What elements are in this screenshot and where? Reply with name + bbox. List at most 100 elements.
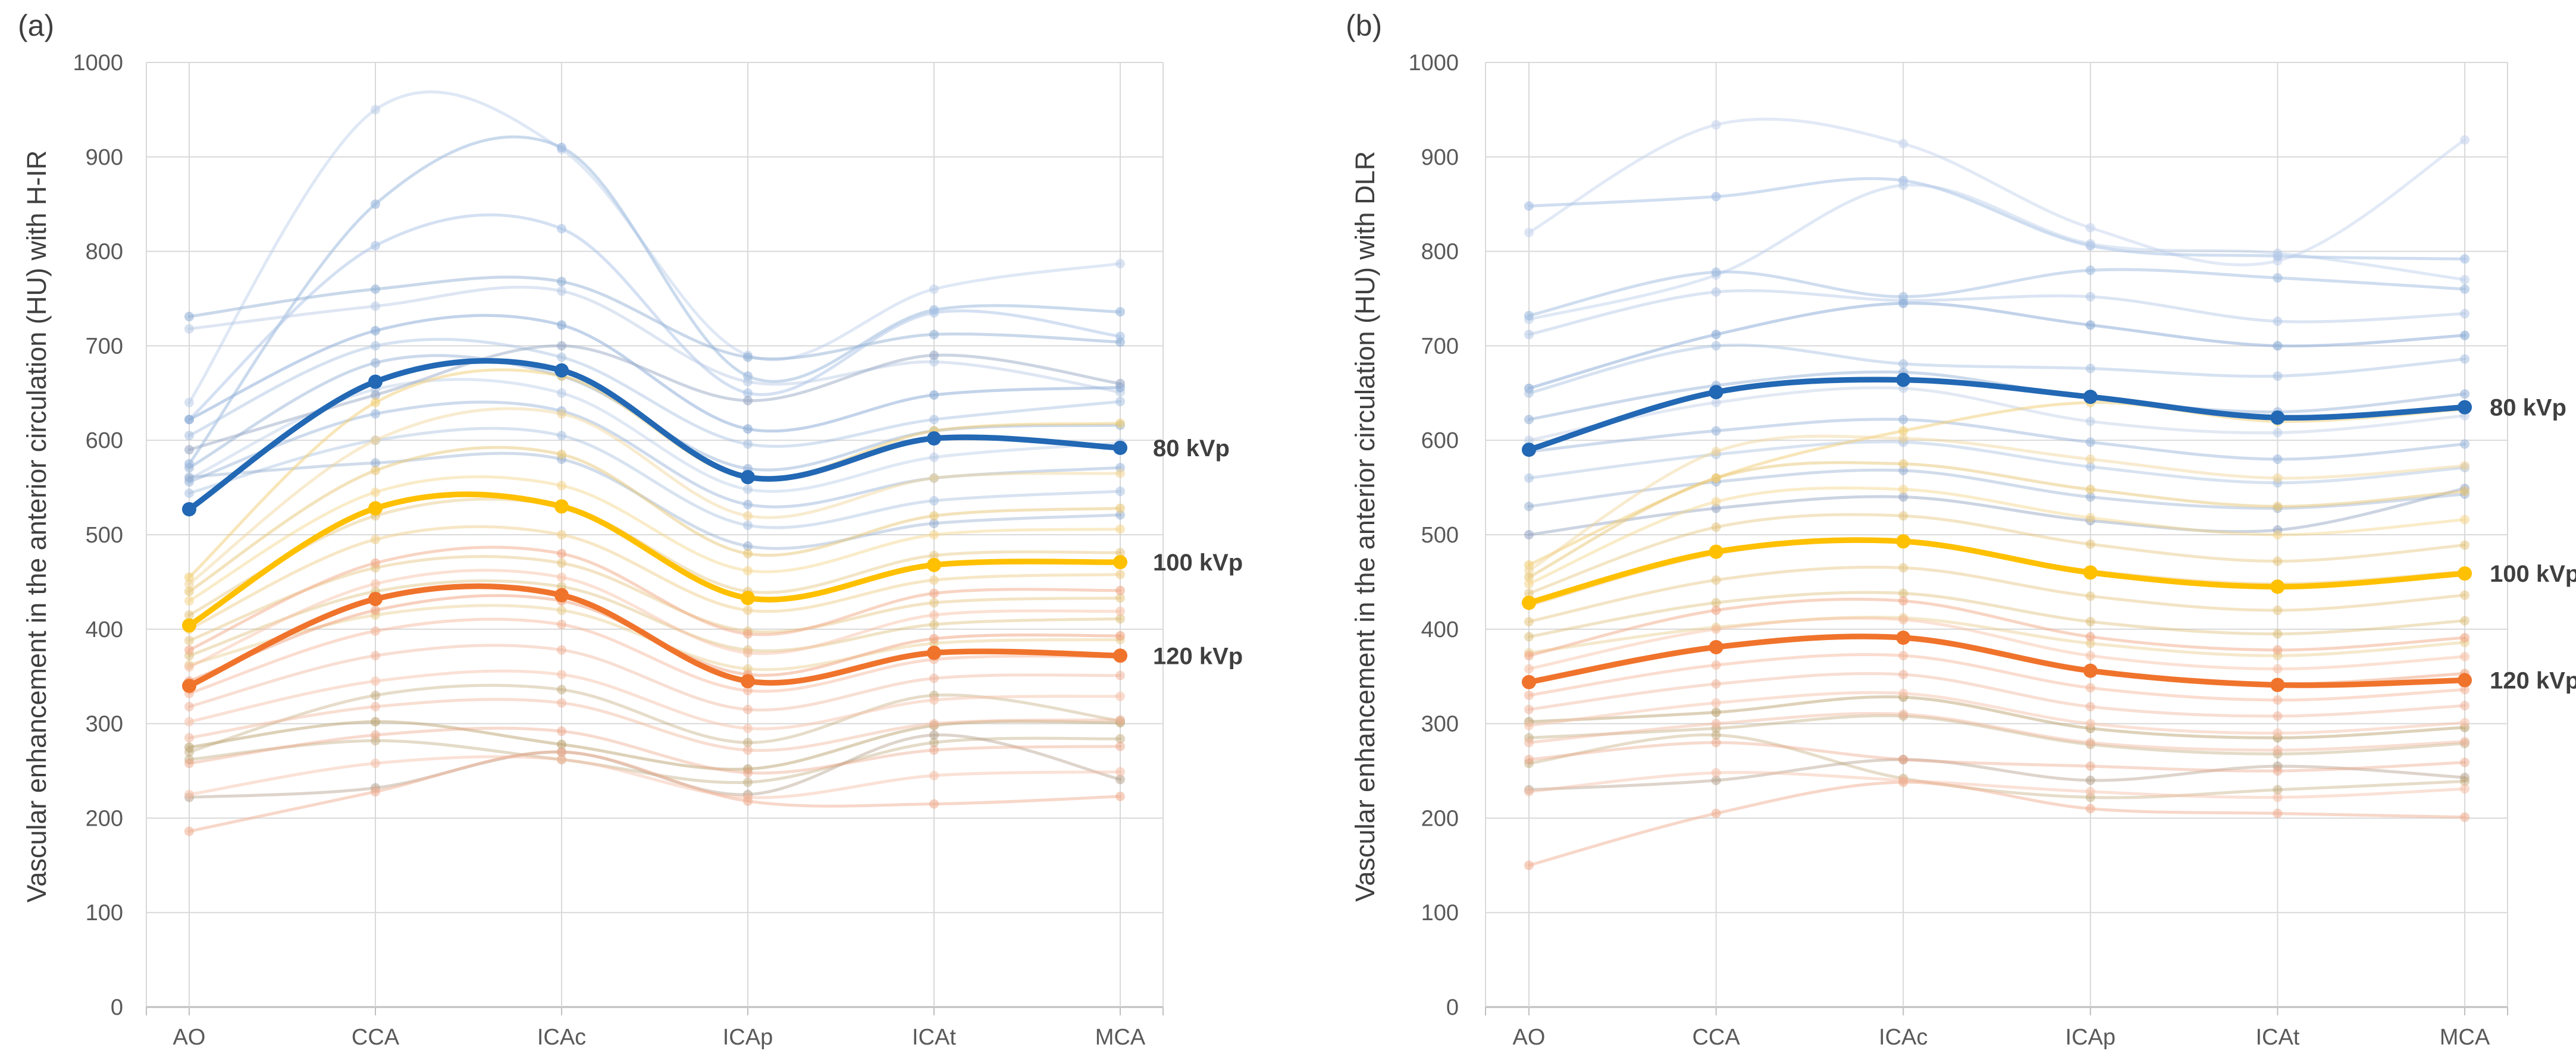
individual-point-31-1 (371, 676, 380, 686)
individual-line-12 (187, 344, 1122, 451)
individual-point-4-5 (2460, 309, 2470, 319)
individual-point-30-0 (1524, 704, 1534, 714)
individual-point-26-0 (184, 645, 194, 655)
individual-point-3-1 (1711, 267, 1721, 277)
x-category-label-AO: AO (173, 1025, 206, 1050)
individual-line-25 (1527, 733, 2467, 799)
mean-point-120-kvp-4 (927, 645, 941, 660)
individual-point-31-2 (1898, 688, 1909, 698)
individual-point-26-4 (929, 588, 939, 598)
mean-line-80-kvp (186, 357, 1123, 512)
mean-point-100-kvp-3 (2083, 565, 2098, 580)
mean-point-120-kvp-1 (1709, 639, 1723, 654)
individual-point-8-3 (743, 484, 753, 494)
individual-point-32-5 (1115, 715, 1125, 725)
individual-point-13-1 (371, 397, 380, 407)
individual-point-20-2 (1898, 588, 1909, 598)
individual-point-19-0 (1524, 617, 1534, 627)
y-tick-label-1000: 1000 (1408, 51, 1459, 76)
individual-point-26-5 (1115, 585, 1125, 595)
individual-point-35-2 (557, 747, 566, 757)
individual-point-3-0 (1524, 310, 1534, 321)
individual-point-29-1 (1711, 660, 1721, 670)
individual-line-16 (1527, 486, 2467, 586)
individual-point-16-5 (2460, 515, 2470, 525)
individual-point-32-1 (1711, 719, 1721, 729)
individual-point-3-1 (371, 284, 380, 294)
individual-line-2 (187, 213, 1122, 421)
individual-point-19-2 (1898, 563, 1909, 573)
individual-point-17-4 (2273, 556, 2283, 566)
x-category-label-MCA: MCA (2440, 1025, 2490, 1050)
individual-line-26 (1527, 597, 2467, 657)
individual-point-14-1 (371, 435, 380, 446)
individual-point-27-4 (929, 610, 939, 620)
individual-point-31-0 (1524, 720, 1534, 730)
individual-point-33-1 (1711, 738, 1721, 748)
mean-point-120-kvp-2 (1896, 631, 1911, 645)
individual-point-19-4 (2273, 606, 2283, 616)
individual-point-31-1 (1711, 698, 1721, 708)
individual-point-6-1 (371, 341, 380, 351)
individual-point-33-0 (1524, 754, 1534, 764)
individual-point-26-1 (371, 558, 380, 568)
individual-point-27-1 (1711, 624, 1721, 634)
individual-point-12-5 (1115, 378, 1125, 388)
individual-point-21-3 (2085, 638, 2095, 648)
mean-line-100-kvp (1526, 537, 2468, 606)
individual-line-35 (1527, 780, 2467, 867)
mean-point-120-kvp-5 (2458, 673, 2472, 688)
individual-point-34-0 (184, 789, 194, 799)
individual-point-4-1 (1711, 287, 1721, 297)
individual-point-9-1 (1711, 426, 1721, 436)
individual-point-16-3 (2085, 513, 2095, 523)
individual-point-3-2 (557, 277, 566, 287)
individual-point-3-5 (2460, 284, 2470, 294)
mean-point-120-kvp-3 (741, 674, 755, 689)
mean-point-120-kvp-3 (2083, 663, 2098, 678)
individual-point-34-5 (2460, 784, 2470, 794)
individual-line-18 (1527, 540, 2467, 607)
individual-point-9-3 (2085, 437, 2095, 447)
individual-point-24-4 (2273, 761, 2283, 771)
y-tick-label-100: 100 (1421, 901, 1459, 926)
individual-point-8-2 (557, 388, 566, 398)
individual-point-22-0 (184, 742, 194, 752)
individual-point-0-4 (929, 284, 939, 294)
individual-point-16-4 (929, 530, 939, 540)
y-tick-label-600: 600 (1421, 428, 1459, 453)
individual-line-33 (1527, 741, 2467, 773)
individual-point-6-5 (1115, 397, 1125, 407)
individual-point-33-1 (371, 730, 380, 740)
individual-point-27-0 (1524, 664, 1534, 674)
individual-point-6-4 (2273, 371, 2283, 381)
individual-point-4-4 (929, 357, 939, 367)
y-tick-label-0: 0 (111, 995, 123, 1020)
individual-point-14-1 (1711, 447, 1721, 457)
individual-point-27-3 (743, 648, 753, 658)
individual-line-14 (1527, 434, 2467, 572)
individual-point-1-5 (1115, 307, 1125, 317)
individual-point-26-2 (1898, 596, 1909, 606)
chart-a-plot-area: 0 100 200 300 400 500 600 700 800 900 1000 AO CCA ICA… (73, 51, 1243, 1050)
mean-point-100-kvp-3 (741, 591, 755, 606)
individual-point-8-4 (2273, 428, 2283, 438)
individual-point-27-3 (2085, 651, 2095, 661)
individual-point-5-3 (2085, 320, 2095, 330)
individual-point-20-4 (2273, 629, 2283, 639)
individual-point-31-4 (2273, 728, 2283, 738)
individual-point-10-3 (743, 520, 753, 531)
individual-point-33-5 (1115, 741, 1125, 751)
individual-point-23-0 (184, 754, 194, 764)
individual-point-24-5 (2460, 773, 2470, 783)
y-tick-label-800: 800 (1421, 240, 1459, 265)
individual-point-8-1 (1711, 397, 1721, 407)
individual-point-26-5 (2460, 633, 2470, 643)
individual-point-4-1 (371, 301, 380, 311)
individual-point-2-2 (1898, 180, 1909, 190)
individual-point-35-5 (1115, 791, 1125, 801)
individual-point-1-2 (557, 142, 566, 152)
individual-point-3-3 (2085, 265, 2095, 275)
individual-point-5-2 (1898, 298, 1909, 308)
